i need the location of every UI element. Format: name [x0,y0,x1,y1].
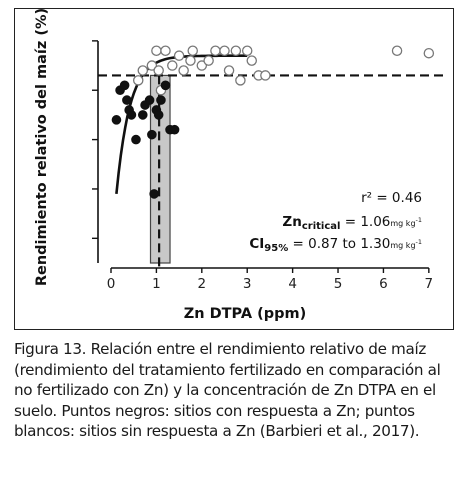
point-no-response [178,65,189,76]
point-no-response [173,50,185,61]
x-tick-label: 5 [334,276,343,292]
point-response [149,189,159,199]
r2-annotation: r² = 0.46 [361,190,422,206]
point-response [137,110,148,120]
x-tick-label: 3 [243,276,252,292]
x-tick-label: 0 [107,276,116,292]
ci-label: CI [249,236,264,252]
point-no-response [230,45,242,56]
zn-critical-unit-exp: -1 [416,216,422,224]
zn-critical-label: Zn [282,214,301,230]
point-no-response [423,47,435,59]
point-no-response [246,55,258,66]
caption-label: Figura 13 [14,340,82,358]
point-no-response [219,45,230,56]
point-no-response [185,55,196,66]
point-no-response [241,45,253,56]
point-response [122,95,132,105]
x-tick-label: 1 [152,276,161,292]
point-no-response [160,45,171,56]
point-no-response [260,70,271,81]
point-no-response [235,75,246,86]
point-no-response [151,45,162,56]
ci-annotation: CI95% = 0.87 to 1.30mg kg-1 [249,236,422,254]
x-tick-label: 6 [379,276,388,292]
point-response [147,129,157,140]
ci-unit: mg kg [390,241,415,250]
point-no-response [187,45,198,56]
point-no-response [210,45,221,56]
figure-caption: Figura 13. Relación entre el rendimiento… [14,339,456,442]
point-response [156,95,166,105]
x-axis-label: Zn DTPA (ppm) [184,306,307,322]
point-response [111,115,122,125]
y-axis-label: Rendimiento relativo del maíz (%) [34,9,50,286]
point-no-response [223,65,235,76]
point-no-response [203,55,214,66]
point-response [131,134,141,145]
zn-critical-sub: critical [302,221,341,232]
point-no-response [167,60,178,71]
figure-frame: 0 1 2 3 4 5 6 7 Rendimiento relativo del maíz (… [14,8,454,330]
ci-unit-exp: -1 [416,238,422,246]
ci-sub: 95% [264,243,288,254]
zn-critical-value: = 1.06 [340,214,390,230]
point-response [126,110,137,120]
point-response [153,110,164,120]
zn-critical-unit: mg kg [390,219,415,228]
x-tick-label: 2 [198,276,207,292]
point-no-response [137,65,149,76]
caption-text: . Relación entre el rendimiento relativo… [14,340,441,441]
scatter-chart: 0 1 2 3 4 5 6 7 Rendimiento relativo del maíz (… [34,9,447,322]
point-response [144,95,155,105]
point-response [169,124,180,135]
x-tick-label: 4 [288,276,297,292]
point-response [119,80,130,91]
zn-critical-annotation: Zncritical = 1.06mg kg-1 [282,214,422,232]
point-no-response [153,65,164,76]
point-no-response [391,45,403,56]
point-response [160,80,171,91]
x-tick-label: 7 [425,276,434,292]
ci-value: = 0.87 to 1.30 [288,236,390,252]
point-no-response [132,75,144,86]
